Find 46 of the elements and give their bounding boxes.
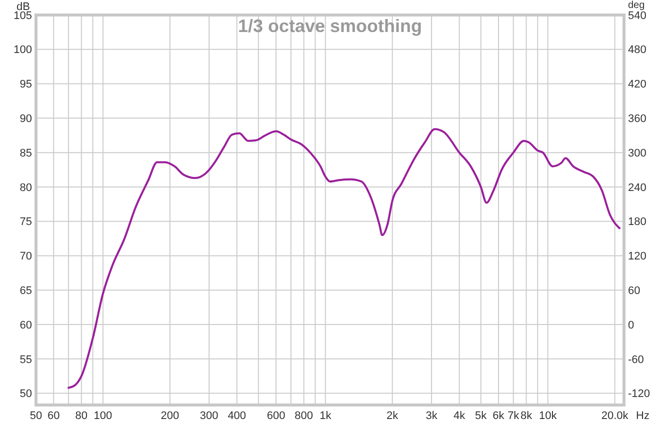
y2-tick-label: 180 [628,216,646,228]
x-tick-label: 60 [47,410,60,422]
y2-tick-label: 120 [628,250,646,263]
y-tick-label: 90 [20,113,32,126]
x-tick-label: 800 [294,410,314,422]
y-tick-label: 85 [20,147,32,160]
x-tick-label: 100 [94,410,112,422]
x-tick-label: 600 [266,410,286,422]
x-axis-title: Hz [636,410,650,422]
x-tick-label: 6k [492,410,505,422]
y2-tick-label: 300 [628,147,646,160]
y2-tick-label: 420 [628,78,646,91]
y-tick-label: 95 [20,78,32,91]
y-tick-label: 55 [20,354,32,366]
x-tick-label: 300 [200,410,218,422]
y-tick-label: 70 [20,250,32,263]
x-tick-label: 200 [160,410,180,422]
y2-tick-label: 360 [628,113,646,126]
y2-tick-label: 60 [628,284,640,297]
y2-tick-label: 0 [628,319,634,332]
x-tick-label: 1k [320,410,332,422]
x-tick-label: 4k [454,410,466,422]
y-tick-label: 60 [20,319,32,332]
x-tick-label: 3k [426,410,438,422]
y2-tick-label: 540 [628,10,646,22]
x-tick-label: 7k [508,410,520,422]
y-tick-label: 65 [20,284,32,297]
y-tick-label: 50 [20,388,32,400]
y-tick-label: 105 [14,10,32,22]
y2-tick-label: 480 [628,44,646,56]
y2-tick-label: -120 [628,388,650,400]
y-tick-label: 80 [20,182,32,194]
x-tick-label: 2k [386,410,399,422]
x-tick-label: 8k [520,410,533,422]
x-tick-label: 20.0k [601,410,629,422]
x-tick-label: 80 [75,410,88,422]
chart-title: 1/3 octave smoothing [238,16,422,36]
x-tick-label: 50 [30,410,42,422]
y2-tick-label: 240 [628,182,646,194]
x-tick-label: 10k [538,410,558,422]
x-tick-label: 400 [228,410,246,422]
y2-axis-title: deg [628,0,645,11]
y-tick-label: 75 [20,216,32,228]
y2-tick-label: -60 [628,354,644,366]
x-tick-label: 5k [475,410,488,422]
y-tick-label: 100 [14,44,32,56]
